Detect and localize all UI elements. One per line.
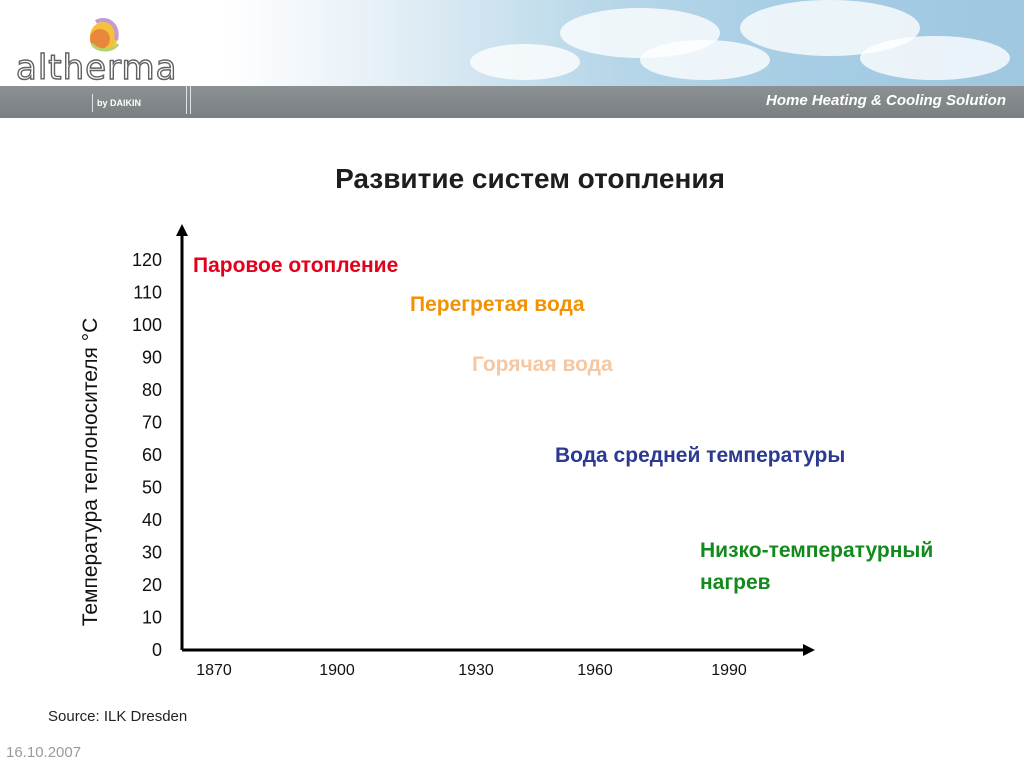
series-label: Вода средней температуры (555, 444, 845, 467)
series-label-line: Низко-температурный (700, 539, 933, 562)
series-label-line: Вода средней температуры (555, 444, 845, 467)
y-tick-label: 0 (152, 640, 162, 660)
series-label: Низко-температурный нагрев (700, 539, 933, 594)
y-tick-label: 20 (142, 575, 162, 595)
x-axis-arrow-icon (803, 644, 815, 656)
header-banner: altherma by DAIKIN Home Heating & Coolin… (0, 0, 1024, 118)
x-tick-label: 1900 (319, 662, 355, 679)
x-tick-label: 1870 (196, 662, 232, 679)
y-axis-title: Температура теплоносителя °C (79, 318, 102, 627)
series-label-line: нагрев (700, 571, 771, 594)
series-label-line: Паровое отопление (193, 254, 398, 277)
header-tagline: Home Heating & Cooling Solution (766, 92, 1006, 109)
y-axis-arrow-icon (176, 224, 188, 236)
series-label-line: Горячая вода (472, 353, 613, 376)
y-tick-label: 30 (142, 543, 162, 563)
y-tick-label: 100 (132, 315, 162, 335)
x-tick-label: 1930 (458, 662, 494, 679)
series-label: Паровое отопление (193, 254, 398, 277)
y-tick-label: 90 (142, 348, 162, 368)
y-tick-label: 50 (142, 478, 162, 498)
logo-swirl-icon (90, 18, 120, 52)
y-tick-label: 10 (142, 608, 162, 628)
y-tick-label: 40 (142, 510, 162, 530)
series-label: Горячая вода (472, 353, 613, 376)
y-tick-label: 60 (142, 445, 162, 465)
logo-subtitle: by DAIKIN (92, 94, 145, 112)
header-bar (0, 86, 1024, 118)
y-tick-label: 120 (132, 250, 162, 270)
y-tick-label: 110 (133, 283, 162, 303)
slide-title: Развитие систем отопления (335, 163, 725, 194)
sky-background (0, 0, 1024, 86)
series-label: Перегретая вода (410, 293, 585, 316)
x-tick-label: 1990 (711, 662, 747, 679)
x-tick-label: 1960 (577, 662, 613, 679)
series-label-line: Перегретая вода (410, 293, 585, 316)
logo-text: altherma (15, 48, 178, 88)
y-tick-label: 70 (142, 413, 162, 433)
source-note: Source: ILK Dresden (48, 708, 188, 725)
slide-date: 16.10.2007 (6, 744, 82, 761)
y-tick-label: 80 (142, 380, 162, 400)
